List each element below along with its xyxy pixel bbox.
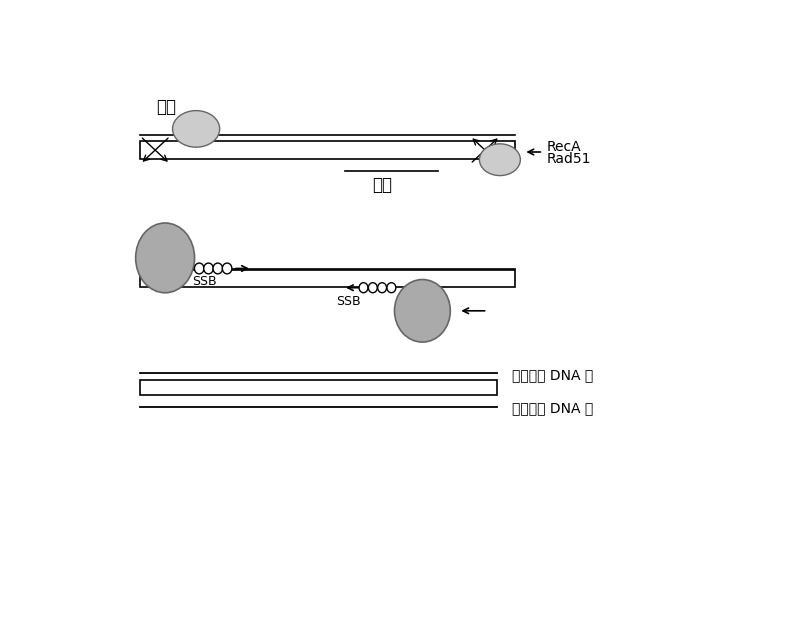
Ellipse shape [213,263,222,274]
Text: SSB: SSB [192,275,217,288]
Ellipse shape [368,282,378,292]
Ellipse shape [136,223,194,292]
Text: 引物: 引物 [156,98,176,116]
Ellipse shape [394,279,450,342]
Text: SSB: SSB [336,295,360,308]
Ellipse shape [204,263,214,274]
Text: 引物: 引物 [372,176,392,194]
Ellipse shape [387,282,396,292]
FancyBboxPatch shape [140,270,515,287]
Ellipse shape [359,282,368,292]
Text: RecA: RecA [546,140,581,154]
Text: Rad51: Rad51 [546,152,591,166]
Text: 新合成的 DNA 链: 新合成的 DNA 链 [512,401,594,416]
Text: 新合成的 DNA 链: 新合成的 DNA 链 [512,368,594,382]
Ellipse shape [479,144,520,176]
FancyBboxPatch shape [140,141,515,159]
Ellipse shape [194,263,204,274]
Ellipse shape [173,111,220,147]
Ellipse shape [378,282,386,292]
FancyBboxPatch shape [140,379,497,395]
Ellipse shape [222,263,232,274]
